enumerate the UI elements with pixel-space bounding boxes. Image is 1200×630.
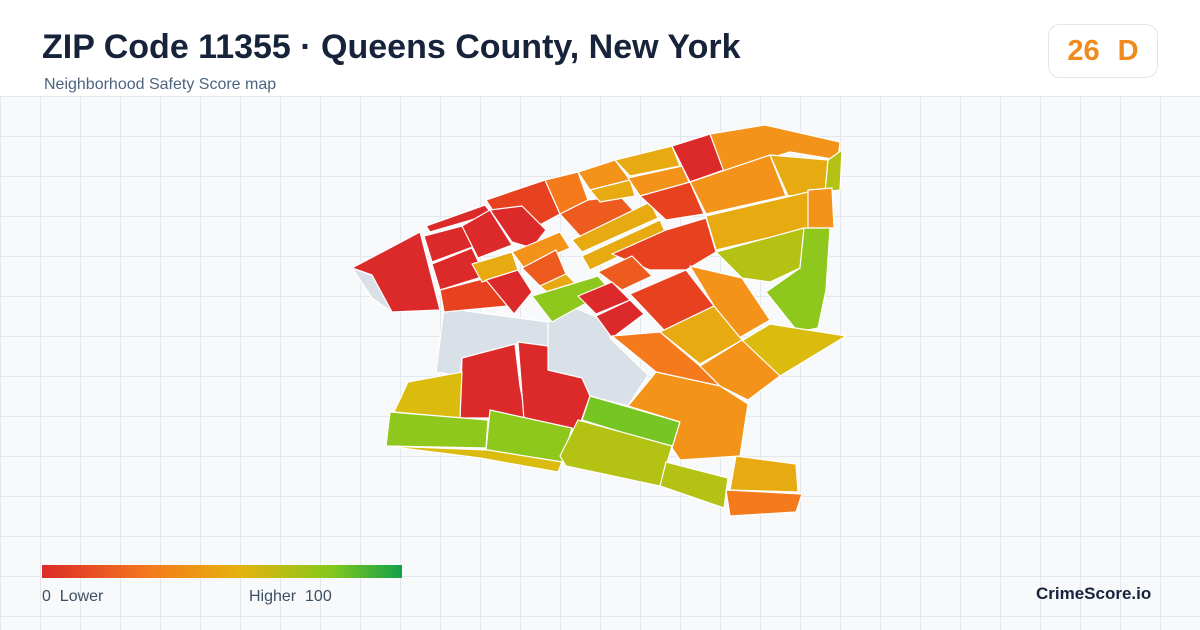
page-subtitle: Neighborhood Safety Score map	[44, 76, 277, 93]
score-badge: 26 D	[1048, 24, 1158, 78]
legend-max-label: Higher 100	[249, 588, 332, 605]
score-value: 26	[1067, 34, 1100, 67]
map-tract	[511, 231, 571, 269]
map-tract	[393, 371, 463, 419]
map-tract	[725, 489, 803, 517]
page-title: ZIP Code 11355 · Queens County, New York	[42, 28, 741, 66]
brand-logo-text: CrimeScore.io	[1036, 584, 1152, 603]
map-tract	[699, 339, 781, 401]
legend-color-scale	[42, 565, 402, 578]
tracts	[351, 124, 847, 517]
map-tract	[689, 265, 771, 343]
map-tract	[559, 419, 673, 487]
map-tract	[485, 269, 533, 315]
map-tract	[807, 187, 835, 229]
map-tract	[715, 227, 805, 283]
map-tract	[639, 181, 705, 221]
map-tract	[351, 231, 441, 313]
map-tract	[489, 205, 547, 249]
map-tract	[571, 201, 659, 253]
map-tract	[595, 299, 645, 339]
map-tract	[729, 455, 799, 493]
header-band	[0, 0, 1200, 97]
map-tract	[559, 195, 641, 237]
legend-min-label: 0 Lower	[42, 588, 104, 605]
map-tract	[659, 461, 729, 509]
map-tract	[824, 149, 843, 193]
map-tract	[589, 179, 636, 203]
map-tract	[385, 445, 563, 473]
map-tract	[461, 209, 513, 259]
map-tract	[689, 154, 787, 215]
score-grade: D	[1117, 34, 1139, 67]
